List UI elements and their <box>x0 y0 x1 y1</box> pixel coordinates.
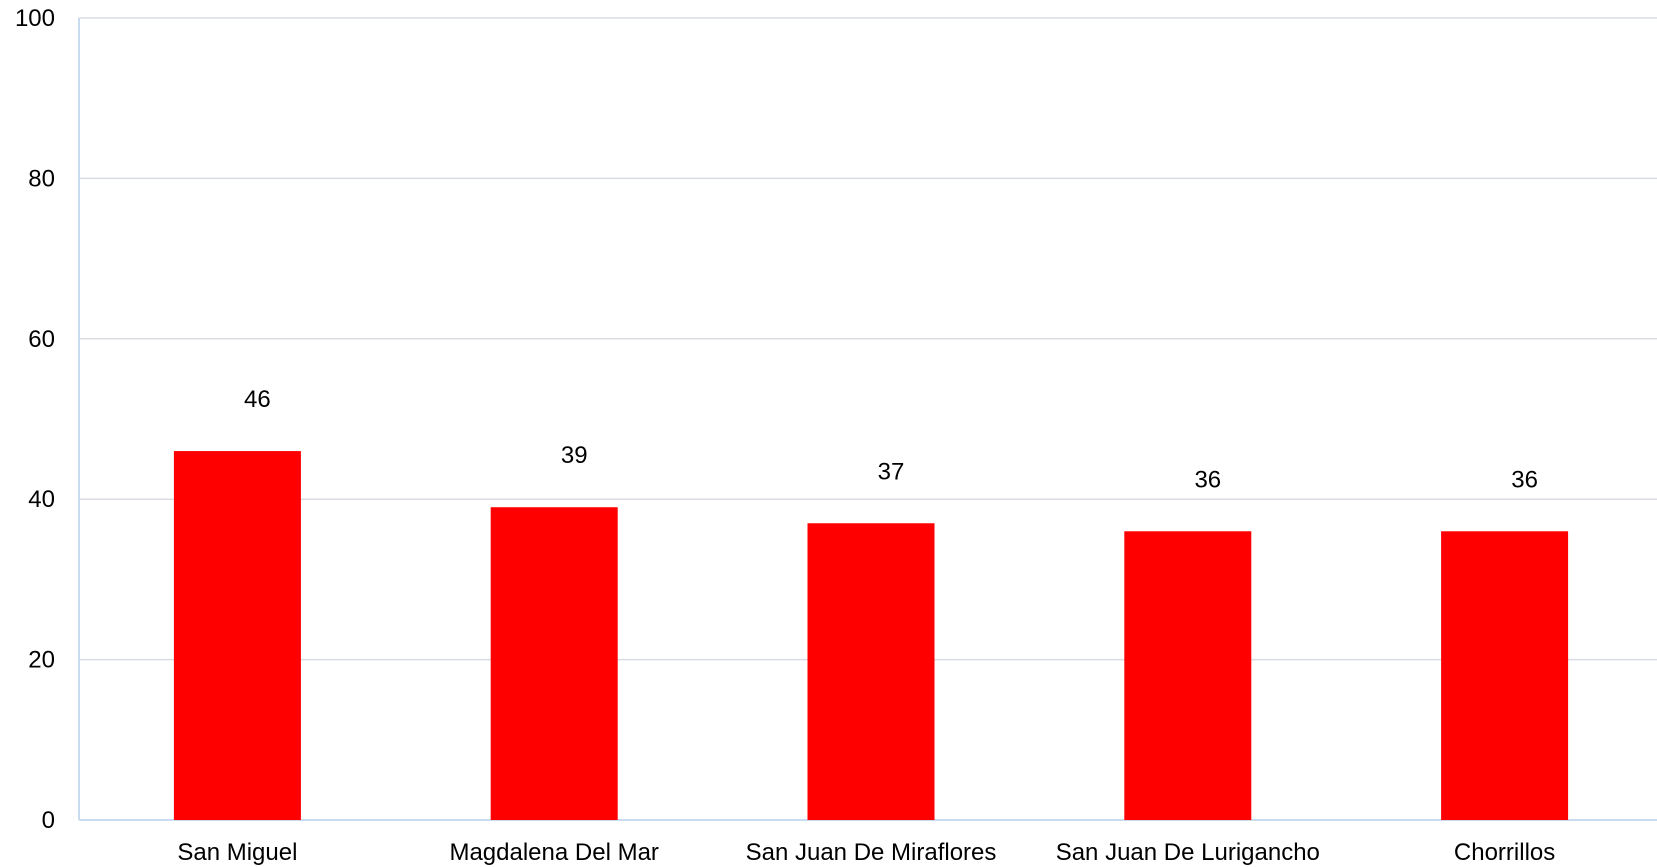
x-tick-label: San Juan De Miraflores <box>746 839 997 866</box>
y-axis-tick-labels: 0 20 40 60 80 100 <box>15 5 55 834</box>
bars <box>173 451 1569 820</box>
y-tick-label: 60 <box>28 326 55 353</box>
x-tick-label: San Miguel <box>177 839 297 866</box>
x-axis-category-labels: San Miguel Magdalena Del Mar San Juan De M… <box>177 839 1555 866</box>
data-label: 46 <box>244 386 271 413</box>
x-tick-label: Chorrillos <box>1454 839 1555 866</box>
bar <box>807 523 935 820</box>
data-label: 36 <box>1194 466 1221 493</box>
x-tick-label: San Juan De Lurigancho <box>1056 839 1320 866</box>
y-tick-label: 0 <box>42 807 55 834</box>
data-label: 39 <box>561 442 588 469</box>
bar <box>1124 531 1252 820</box>
bar <box>490 507 618 820</box>
bar <box>1441 531 1569 820</box>
y-tick-label: 20 <box>28 647 55 674</box>
data-labels: 46 39 37 36 36 <box>244 386 1538 493</box>
data-label: 37 <box>878 458 905 485</box>
y-tick-label: 40 <box>28 486 55 513</box>
y-tick-label: 100 <box>15 5 55 32</box>
y-tick-label: 80 <box>28 165 55 192</box>
gridlines <box>79 17 1657 661</box>
data-label: 36 <box>1511 466 1538 493</box>
x-tick-label: Magdalena Del Mar <box>449 839 658 866</box>
bar <box>173 451 301 820</box>
